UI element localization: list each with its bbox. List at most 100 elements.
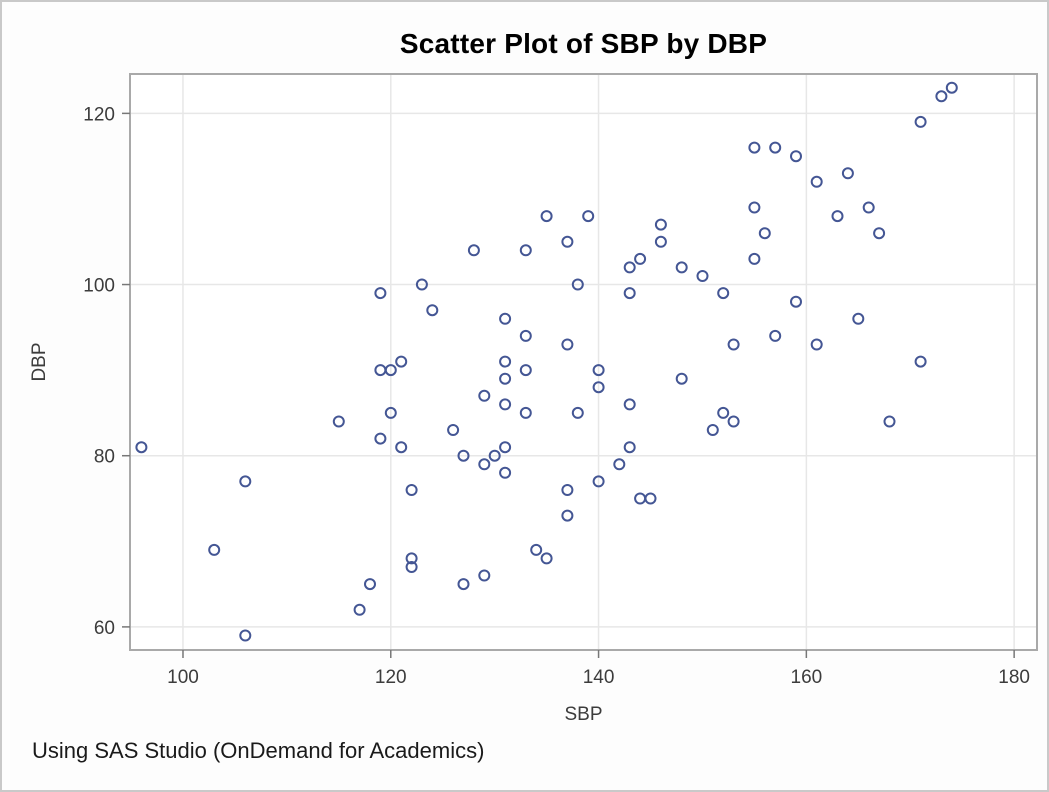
data-point <box>135 441 148 454</box>
data-point <box>561 235 574 248</box>
data-point <box>623 261 636 274</box>
data-point <box>405 552 418 565</box>
data-point <box>353 603 366 616</box>
data-point <box>810 338 823 351</box>
data-point <box>561 338 574 351</box>
data-point <box>571 278 584 291</box>
data-point <box>748 252 761 265</box>
footnote-text: Using SAS Studio (OnDemand for Academics… <box>32 738 485 763</box>
data-point <box>675 372 688 385</box>
x-tick-label: 160 <box>791 667 823 688</box>
data-point <box>790 150 802 163</box>
y-tick-label: 120 <box>83 104 115 125</box>
data-point <box>873 227 886 240</box>
data-point <box>519 244 532 257</box>
data-point <box>862 201 875 214</box>
plot-frame <box>129 73 1038 651</box>
data-point <box>499 355 512 368</box>
data-point <box>727 338 740 351</box>
data-point <box>841 167 854 180</box>
data-point <box>457 449 470 462</box>
data-point <box>831 210 844 223</box>
x-tick-label: 180 <box>998 667 1030 688</box>
data-point <box>364 578 376 591</box>
x-tick-label: 100 <box>167 667 199 688</box>
data-point <box>571 406 584 419</box>
data-point <box>395 441 408 454</box>
data-point <box>613 458 626 471</box>
data-point <box>374 432 387 445</box>
x-axis-label: SBP <box>564 704 603 725</box>
data-point <box>478 569 491 582</box>
data-point <box>706 424 719 436</box>
data-point <box>499 398 512 411</box>
y-tick-label: 100 <box>83 276 115 297</box>
data-point <box>405 561 418 573</box>
data-point <box>644 492 657 505</box>
data-point <box>499 466 512 479</box>
plot-area <box>130 74 1037 650</box>
data-point <box>945 81 958 94</box>
data-point <box>530 543 543 556</box>
data-point <box>519 329 532 342</box>
data-point <box>748 201 761 214</box>
x-tick-label: 140 <box>583 667 615 688</box>
data-point <box>852 312 865 325</box>
y-tick-label: 60 <box>94 618 115 639</box>
data-point <box>935 90 948 103</box>
data-point <box>696 270 709 282</box>
data-point <box>883 415 896 428</box>
data-point <box>478 389 491 402</box>
data-point <box>540 210 553 223</box>
data-point <box>623 287 636 300</box>
data-point <box>405 484 418 496</box>
data-point <box>561 509 574 522</box>
data-point <box>592 475 605 488</box>
data-point <box>592 364 605 377</box>
data-point <box>623 398 636 411</box>
data-point <box>395 355 408 368</box>
data-point <box>914 115 927 128</box>
data-point <box>332 415 345 428</box>
data-point <box>540 552 553 565</box>
data-point <box>457 578 470 591</box>
data-point <box>239 475 252 488</box>
data-point <box>717 287 730 300</box>
data-point <box>582 210 595 223</box>
data-point <box>634 252 647 265</box>
data-point <box>467 244 480 257</box>
chart-title: Scatter Plot of SBP by DBP <box>399 28 768 59</box>
data-point <box>561 484 574 496</box>
data-point <box>675 261 688 274</box>
data-point <box>810 175 823 188</box>
data-point <box>654 235 667 248</box>
data-point <box>499 312 512 325</box>
data-point <box>384 406 397 419</box>
data-point <box>592 381 605 394</box>
data-point <box>717 406 730 419</box>
x-tick-label: 120 <box>375 667 407 688</box>
data-point <box>384 364 397 377</box>
data-point <box>208 543 221 556</box>
data-point <box>758 227 771 240</box>
data-point <box>488 449 501 462</box>
data-point <box>374 287 387 300</box>
data-point <box>769 329 782 342</box>
data-point <box>239 629 252 642</box>
data-point <box>415 278 428 291</box>
data-point <box>769 141 782 154</box>
data-point <box>447 424 460 436</box>
data-point <box>478 458 491 471</box>
data-point <box>499 441 512 454</box>
y-tick-label: 80 <box>94 447 115 468</box>
data-point <box>748 141 761 154</box>
data-point <box>790 295 802 308</box>
data-point <box>519 364 532 377</box>
data-point <box>426 304 439 317</box>
data-point <box>654 218 667 231</box>
data-point <box>914 355 927 368</box>
data-point <box>623 441 636 454</box>
data-point <box>519 406 532 419</box>
